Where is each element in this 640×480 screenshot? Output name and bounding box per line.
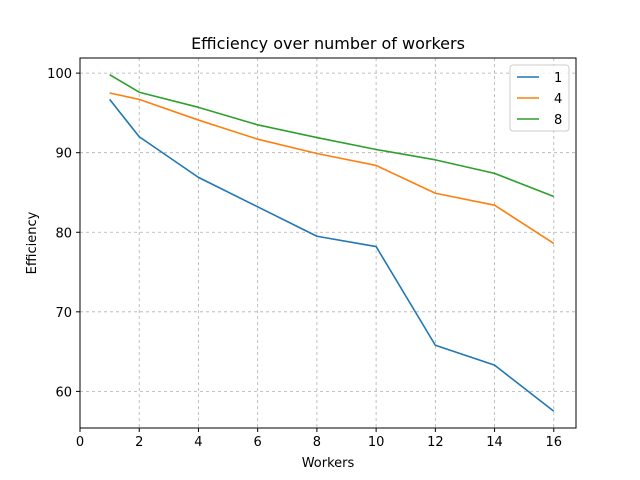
legend-box <box>509 64 570 132</box>
x-tick-label: 10 <box>368 435 385 450</box>
x-tick-label: 16 <box>546 435 563 450</box>
legend-label: 4 <box>554 92 562 107</box>
chart-title: Efficiency over number of workers <box>191 34 465 53</box>
series-line-4 <box>109 92 555 245</box>
x-tick-label: 2 <box>135 435 143 450</box>
y-tick-label: 80 <box>55 226 72 241</box>
x-tick-label: 12 <box>427 435 444 450</box>
x-tick-label: 4 <box>194 435 202 450</box>
series-layer <box>108 74 555 412</box>
legend-label: 1 <box>554 71 562 86</box>
y-axis-title: Efficiency <box>25 211 40 274</box>
plot-frame <box>79 57 577 429</box>
legend-label: 8 <box>554 113 562 128</box>
x-tick-label: 0 <box>76 435 84 450</box>
y-tick-label: 90 <box>55 147 72 162</box>
series-line-1 <box>108 98 555 412</box>
x-tick-label: 14 <box>486 435 503 450</box>
y-tick-label: 60 <box>55 385 72 400</box>
y-tick-label: 100 <box>47 67 72 82</box>
y-axis: 60 70 80 90 100 <box>47 67 80 400</box>
x-axis-title: Workers <box>302 456 355 471</box>
x-tick-label: 8 <box>313 435 321 450</box>
legend: 1 4 8 <box>509 64 570 132</box>
grid-lines <box>79 58 576 428</box>
x-tick-label: 6 <box>254 435 262 450</box>
series-line-8 <box>109 74 555 198</box>
x-axis: 0 2 4 6 8 10 12 14 16 <box>76 428 562 450</box>
y-tick-label: 70 <box>55 306 72 321</box>
